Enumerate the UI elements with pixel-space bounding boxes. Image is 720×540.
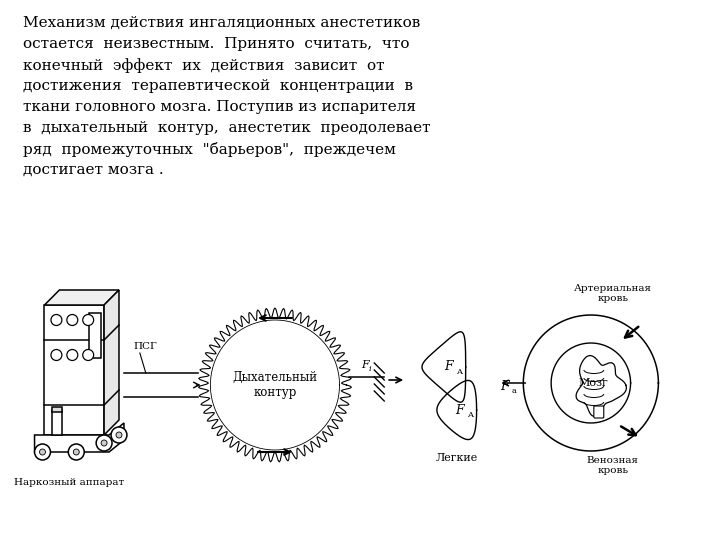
Text: ряд  промежуточных  "барьеров",  преждечем: ряд промежуточных "барьеров", преждечем [22, 142, 395, 157]
Circle shape [101, 440, 107, 446]
Polygon shape [422, 332, 466, 402]
Polygon shape [523, 315, 658, 451]
Text: Венозная
кровь: Венозная кровь [587, 456, 639, 475]
Circle shape [96, 435, 112, 451]
Polygon shape [551, 343, 631, 423]
Circle shape [83, 349, 94, 361]
FancyBboxPatch shape [594, 406, 604, 418]
Text: Легкие: Легкие [436, 453, 478, 463]
Bar [53, 410, 63, 435]
Text: ПСГ: ПСГ [134, 342, 158, 351]
Text: Механизм действия ингаляционных анестетиков: Механизм действия ингаляционных анестети… [22, 16, 420, 30]
Text: A: A [456, 368, 462, 376]
Text: в  дыхательный  контур,  анестетик  преодолевает: в дыхательный контур, анестетик преодоле… [22, 121, 431, 135]
Text: F: F [444, 361, 453, 374]
Circle shape [51, 349, 62, 361]
Text: Артериальная
кровь: Артериальная кровь [574, 284, 652, 303]
Text: достижения  терапевтической  концентрации  в: достижения терапевтической концентрации … [22, 79, 413, 93]
Text: конечный  эффект  их  действия  зависит  от: конечный эффект их действия зависит от [22, 58, 384, 73]
Polygon shape [199, 308, 351, 462]
Circle shape [73, 449, 79, 455]
Circle shape [83, 314, 94, 326]
Text: a: a [511, 387, 516, 395]
Polygon shape [45, 305, 104, 435]
Text: Мозг: Мозг [578, 378, 608, 388]
Circle shape [111, 427, 127, 443]
Circle shape [51, 314, 62, 326]
Circle shape [67, 349, 78, 361]
Polygon shape [104, 290, 119, 435]
Polygon shape [437, 380, 477, 440]
Text: остается  неизвестным.  Принято  считать,  что: остается неизвестным. Принято считать, ч… [22, 37, 409, 51]
Circle shape [68, 444, 84, 460]
Circle shape [116, 432, 122, 438]
Polygon shape [210, 320, 340, 450]
Text: F: F [500, 380, 509, 393]
Polygon shape [35, 423, 124, 452]
Circle shape [40, 449, 45, 455]
Text: A: A [467, 411, 473, 419]
Circle shape [67, 314, 78, 326]
Text: F: F [361, 360, 369, 370]
Polygon shape [576, 356, 626, 416]
Text: достигает мозга .: достигает мозга . [22, 163, 163, 177]
Text: ткани головного мозга. Поступив из испарителя: ткани головного мозга. Поступив из испар… [22, 100, 415, 114]
Bar [89, 313, 101, 358]
Text: F: F [456, 403, 464, 416]
Text: i: i [369, 365, 371, 373]
Bar [53, 407, 63, 412]
Text: Дыхательный
контур: Дыхательный контур [233, 371, 318, 399]
Text: Наркозный аппарат: Наркозный аппарат [14, 478, 125, 487]
Circle shape [35, 444, 50, 460]
Polygon shape [45, 290, 119, 305]
